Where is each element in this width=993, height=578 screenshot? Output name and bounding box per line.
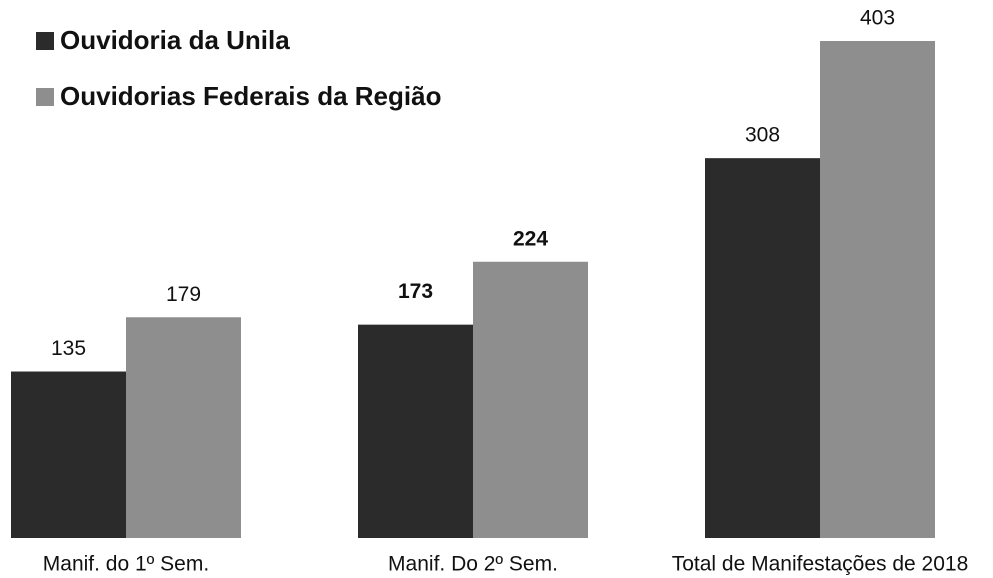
value-label: 308 (745, 124, 780, 147)
x-tick-label: Total de Manifestações de 2018 (672, 553, 969, 576)
legend-label: Ouvidoria da Unila (60, 25, 290, 55)
value-label: 135 (51, 337, 86, 360)
legend-swatch (36, 88, 54, 106)
bar (11, 371, 126, 538)
value-label: 173 (398, 280, 433, 303)
value-label: 179 (166, 283, 201, 306)
value-label: 224 (513, 227, 548, 250)
bar (705, 158, 820, 538)
x-tick-label: Manif. do 1º Sem. (43, 553, 209, 576)
legend-swatch (36, 32, 54, 50)
bar (126, 317, 241, 538)
legend-label: Ouvidorias Federais da Região (60, 81, 441, 111)
value-label: 403 (860, 7, 895, 30)
x-tick-label: Manif. Do 2º Sem. (388, 553, 558, 576)
bar (820, 41, 935, 538)
bar (473, 261, 588, 538)
bar (358, 324, 473, 538)
